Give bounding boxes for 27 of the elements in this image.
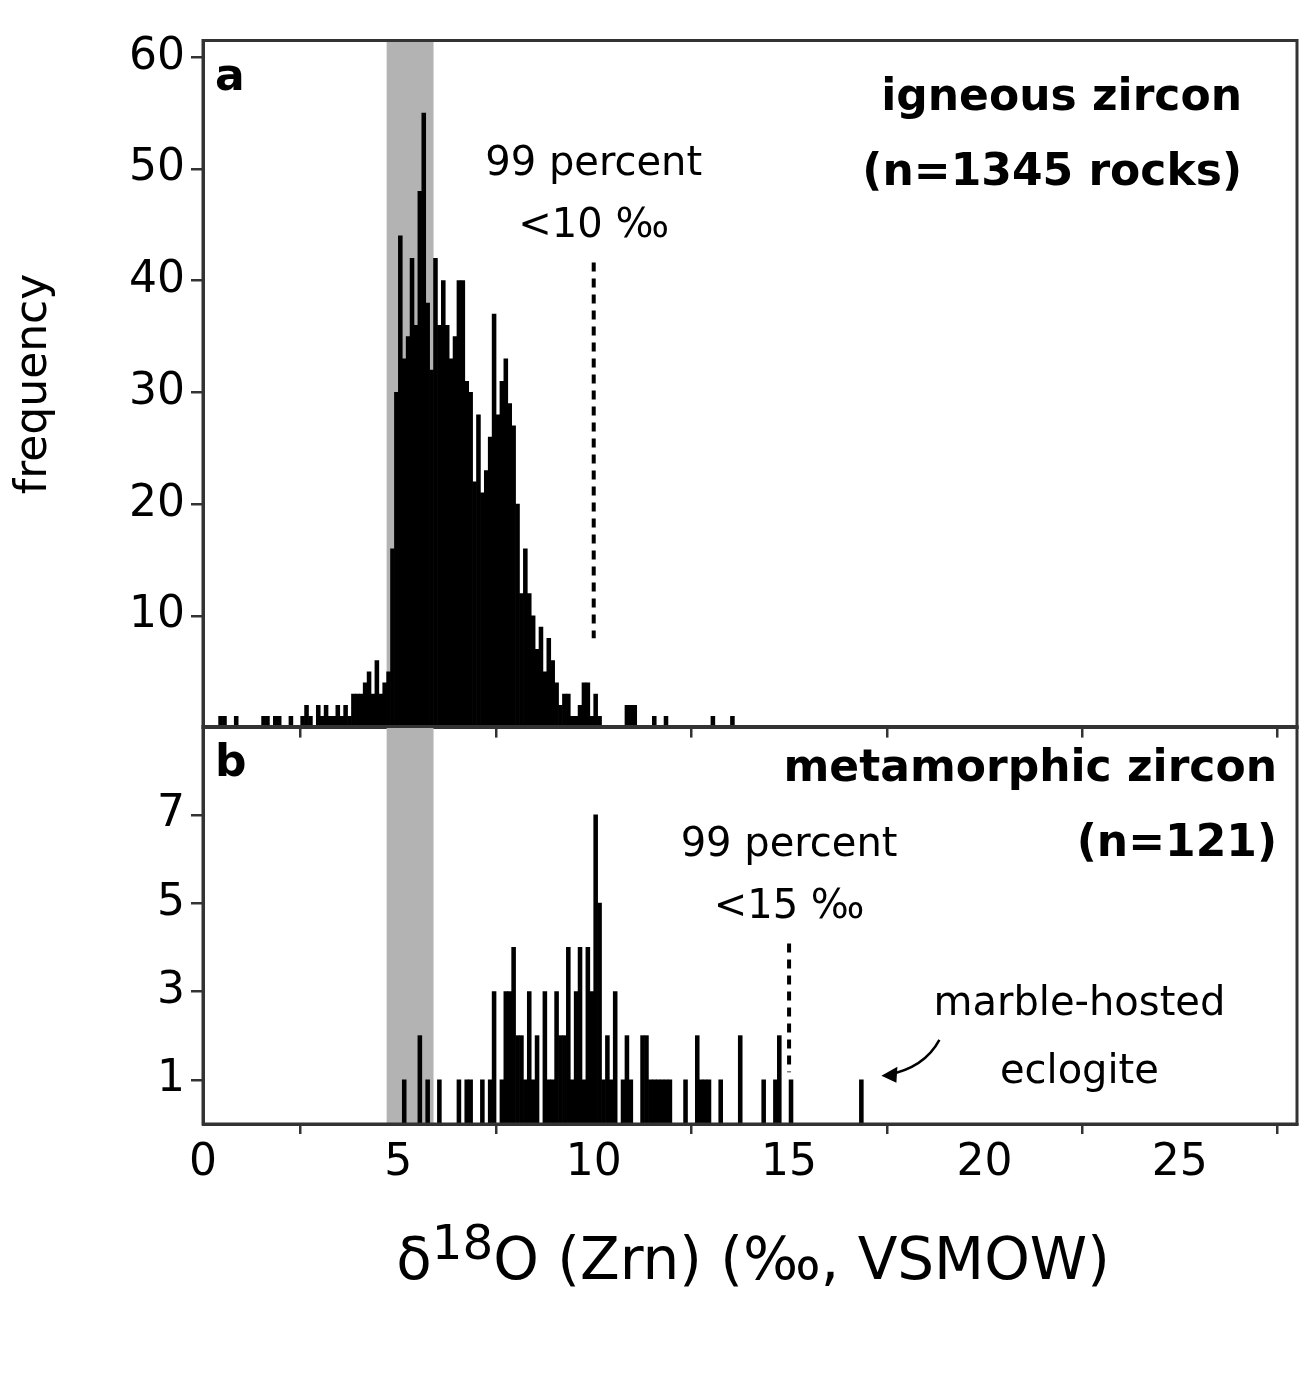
annotation: (n=121) xyxy=(1076,815,1277,867)
x-tick-label: 15 xyxy=(761,1133,818,1185)
x-tick-label: 20 xyxy=(956,1133,1013,1185)
y-tick-label: 7 xyxy=(157,785,185,837)
y-tick-label: 20 xyxy=(129,474,185,526)
x-tick-label: 25 xyxy=(1151,1133,1208,1185)
y-tick-label: 3 xyxy=(157,961,185,1013)
annotation: a xyxy=(215,49,245,101)
y-tick-label: 10 xyxy=(129,586,185,638)
x-tick-label: 5 xyxy=(384,1133,413,1185)
annotation: (n=1345 rocks) xyxy=(862,144,1242,196)
y-tick-label: 1 xyxy=(157,1050,185,1102)
x-axis-title: δ$^{18}$O (Zrn) (‰, VSMOW) xyxy=(395,1214,1111,1294)
y-tick-label: 30 xyxy=(129,362,185,414)
annotation: b xyxy=(215,735,247,787)
y-tick-label: 60 xyxy=(129,27,185,79)
y-axis-title: frequency xyxy=(4,273,56,495)
ref-line-label: 99 percent <10 ‰ xyxy=(485,138,703,247)
x-tick-label: 10 xyxy=(565,1133,622,1185)
annotation: igneous zircon xyxy=(881,69,1242,121)
annotation: marble-hosted eclogite xyxy=(933,977,1226,1092)
y-tick-label: 40 xyxy=(129,251,185,303)
x-tick-label: 0 xyxy=(189,1133,217,1185)
y-tick-label: 5 xyxy=(157,873,185,925)
y-tick-label: 50 xyxy=(129,139,185,191)
annotation: metamorphic zircon xyxy=(783,740,1277,792)
ref-line-label: 99 percent <15 ‰ xyxy=(680,819,898,928)
